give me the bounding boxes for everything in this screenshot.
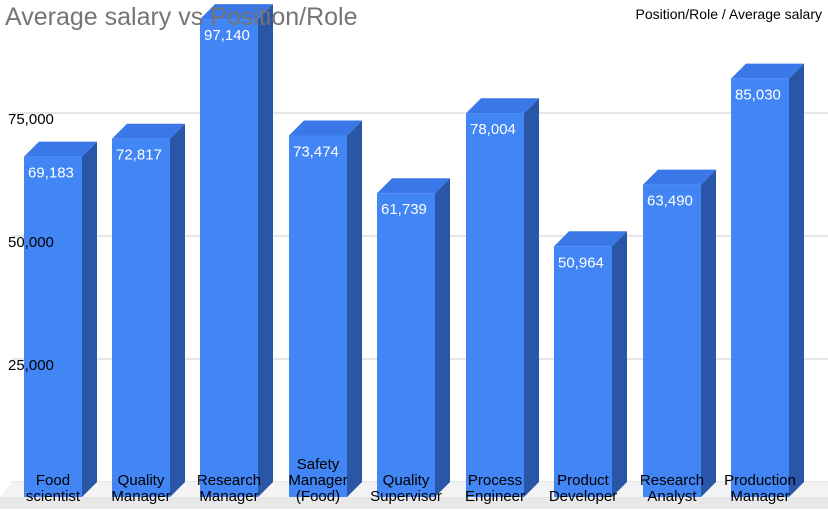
y-tick-label: 50,000 [8, 234, 54, 251]
bar-side-face [347, 120, 362, 497]
bar-top-face [289, 120, 362, 136]
category-label: Developer [549, 488, 617, 505]
bar-side-face [612, 231, 627, 497]
bar [377, 178, 450, 497]
bars-layer [24, 4, 804, 498]
bar-top-face [377, 178, 450, 194]
category-label: Engineer [465, 488, 525, 505]
category-label: Product [557, 472, 610, 489]
chart-floor [0, 497, 828, 509]
category-label: (Food) [296, 488, 340, 505]
category-label: Quality [383, 472, 430, 489]
value-labels: 69,183 72,817 97,140 73,474 61,739 78,004 50,9… [28, 27, 781, 271]
category-label: Food [36, 472, 70, 489]
bar-value-label: 69,183 [28, 165, 74, 182]
bar-value-label: 72,817 [116, 147, 162, 164]
bar-value-label: 73,474 [293, 144, 339, 161]
chart-title: Average salary vs Position/Role [5, 3, 358, 31]
bar-top-face [200, 4, 273, 20]
category-label: Manager [199, 488, 258, 505]
bar-side-face [82, 141, 97, 498]
bar-front-face [112, 138, 170, 497]
bar-side-face [524, 98, 539, 497]
bar [554, 231, 627, 497]
bar-value-label: 50,964 [558, 254, 604, 271]
bar [200, 4, 273, 498]
bar-value-label: 61,739 [381, 201, 427, 218]
y-tick-label: 25,000 [8, 357, 54, 374]
category-label: Manager [111, 488, 170, 505]
bar [466, 98, 539, 497]
bar-top-face [466, 98, 539, 114]
bar-top-face [24, 141, 97, 157]
bar-top-face [554, 231, 627, 247]
y-tick-label: 75,000 [8, 111, 54, 128]
category-label: Safety [297, 456, 340, 473]
category-label: Supervisor [370, 488, 442, 505]
bar [289, 120, 362, 497]
bar-side-face [701, 169, 716, 497]
bar-side-face [170, 123, 185, 497]
bar-front-face [466, 113, 524, 497]
bar-value-label: 63,490 [647, 193, 693, 210]
category-label: Manager [288, 472, 347, 489]
bar-front-face [200, 19, 258, 498]
bar [112, 123, 185, 497]
bar [731, 63, 804, 497]
bar-value-label: 97,140 [204, 27, 250, 44]
bar-front-face [377, 193, 435, 497]
bar-top-face [643, 169, 716, 185]
bar [24, 141, 97, 498]
category-label: Process [468, 472, 522, 489]
bar-value-label: 85,030 [735, 87, 781, 104]
bar-top-face [731, 63, 804, 79]
category-label: Research [640, 472, 704, 489]
category-label: Manager [730, 488, 789, 505]
category-label: Research [197, 472, 261, 489]
bar-side-face [435, 178, 450, 497]
bar-top-face [112, 123, 185, 139]
x-axis-category-labels: FoodscientistQualityManagerResearchManag… [26, 456, 796, 505]
bar-side-face [789, 63, 804, 497]
bar-front-face [731, 78, 789, 497]
bar-front-face [554, 246, 612, 497]
category-label: scientist [26, 488, 81, 505]
bar-front-face [643, 184, 701, 497]
category-label: Quality [118, 472, 165, 489]
legend-label: Position/Role / Average salary [635, 6, 822, 22]
y-axis-ticks: 25,000 50,000 75,000 [8, 111, 54, 374]
category-label: Analyst [647, 488, 697, 505]
bar-side-face [258, 4, 273, 498]
bar [643, 169, 716, 497]
category-label: Production [724, 472, 796, 489]
bar-front-face [289, 135, 347, 497]
bar-front-face [24, 156, 82, 498]
bar-value-label: 78,004 [470, 121, 516, 138]
